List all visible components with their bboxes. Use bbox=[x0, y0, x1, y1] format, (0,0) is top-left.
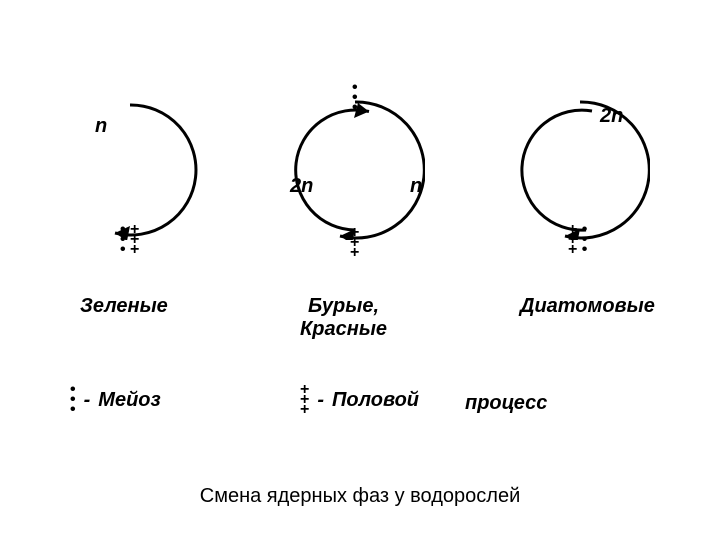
sym-line: + bbox=[300, 405, 309, 415]
legend-meiosis: • • • - Мейоз bbox=[70, 385, 161, 415]
phase-brown-2n: 2n bbox=[290, 175, 313, 198]
legend-sexual: + + + - Половой bbox=[300, 385, 419, 415]
legend-meiosis-sep: - bbox=[84, 389, 91, 412]
species-brown-red: Бурые, Красные bbox=[300, 295, 387, 341]
cycle-green bbox=[60, 100, 200, 240]
legend-sexual-text: Половой bbox=[332, 389, 419, 412]
legend-meiosis-symbol: • • • bbox=[70, 385, 76, 415]
mark-line: + • bbox=[568, 245, 587, 255]
marker-brown-bottom: + + + bbox=[350, 228, 359, 258]
mark-line: • + bbox=[120, 245, 139, 255]
mark-line: + bbox=[350, 248, 359, 258]
cycle-diatoms bbox=[510, 100, 650, 240]
species-brown-red-text: Бурые, Красные bbox=[300, 295, 387, 340]
legend-process-text: процесс bbox=[465, 392, 547, 415]
cycle-brown-red bbox=[285, 100, 425, 240]
cycle-diatoms-svg bbox=[510, 100, 650, 240]
legend-sexual-sep: - bbox=[317, 389, 324, 412]
figure-caption: Смена ядерных фаз у водорослей bbox=[0, 485, 720, 508]
phase-green-n: n bbox=[95, 115, 107, 138]
legend-sexual-symbol: + + + bbox=[300, 385, 309, 415]
species-green: Зеленые bbox=[80, 295, 168, 318]
cycle-brown-red-svg bbox=[285, 100, 425, 240]
phase-diatoms-2n: 2n bbox=[600, 105, 623, 128]
marker-green-bottom: • + • + • + bbox=[120, 225, 139, 255]
species-diatoms: Диатомовые bbox=[520, 295, 655, 318]
legend-meiosis-text: Мейоз bbox=[98, 389, 160, 412]
sym-line: • bbox=[70, 405, 76, 415]
phase-brown-n: n bbox=[410, 175, 422, 198]
marker-diatoms-bottom: + • + • + • bbox=[568, 225, 587, 255]
diagram-container: n • + • + • + Зеленые • • • 2n n + + + Б… bbox=[0, 0, 720, 540]
mark-line: • bbox=[352, 103, 358, 113]
marker-brown-top: • • • bbox=[352, 83, 358, 113]
cycle-green-svg bbox=[60, 100, 200, 240]
